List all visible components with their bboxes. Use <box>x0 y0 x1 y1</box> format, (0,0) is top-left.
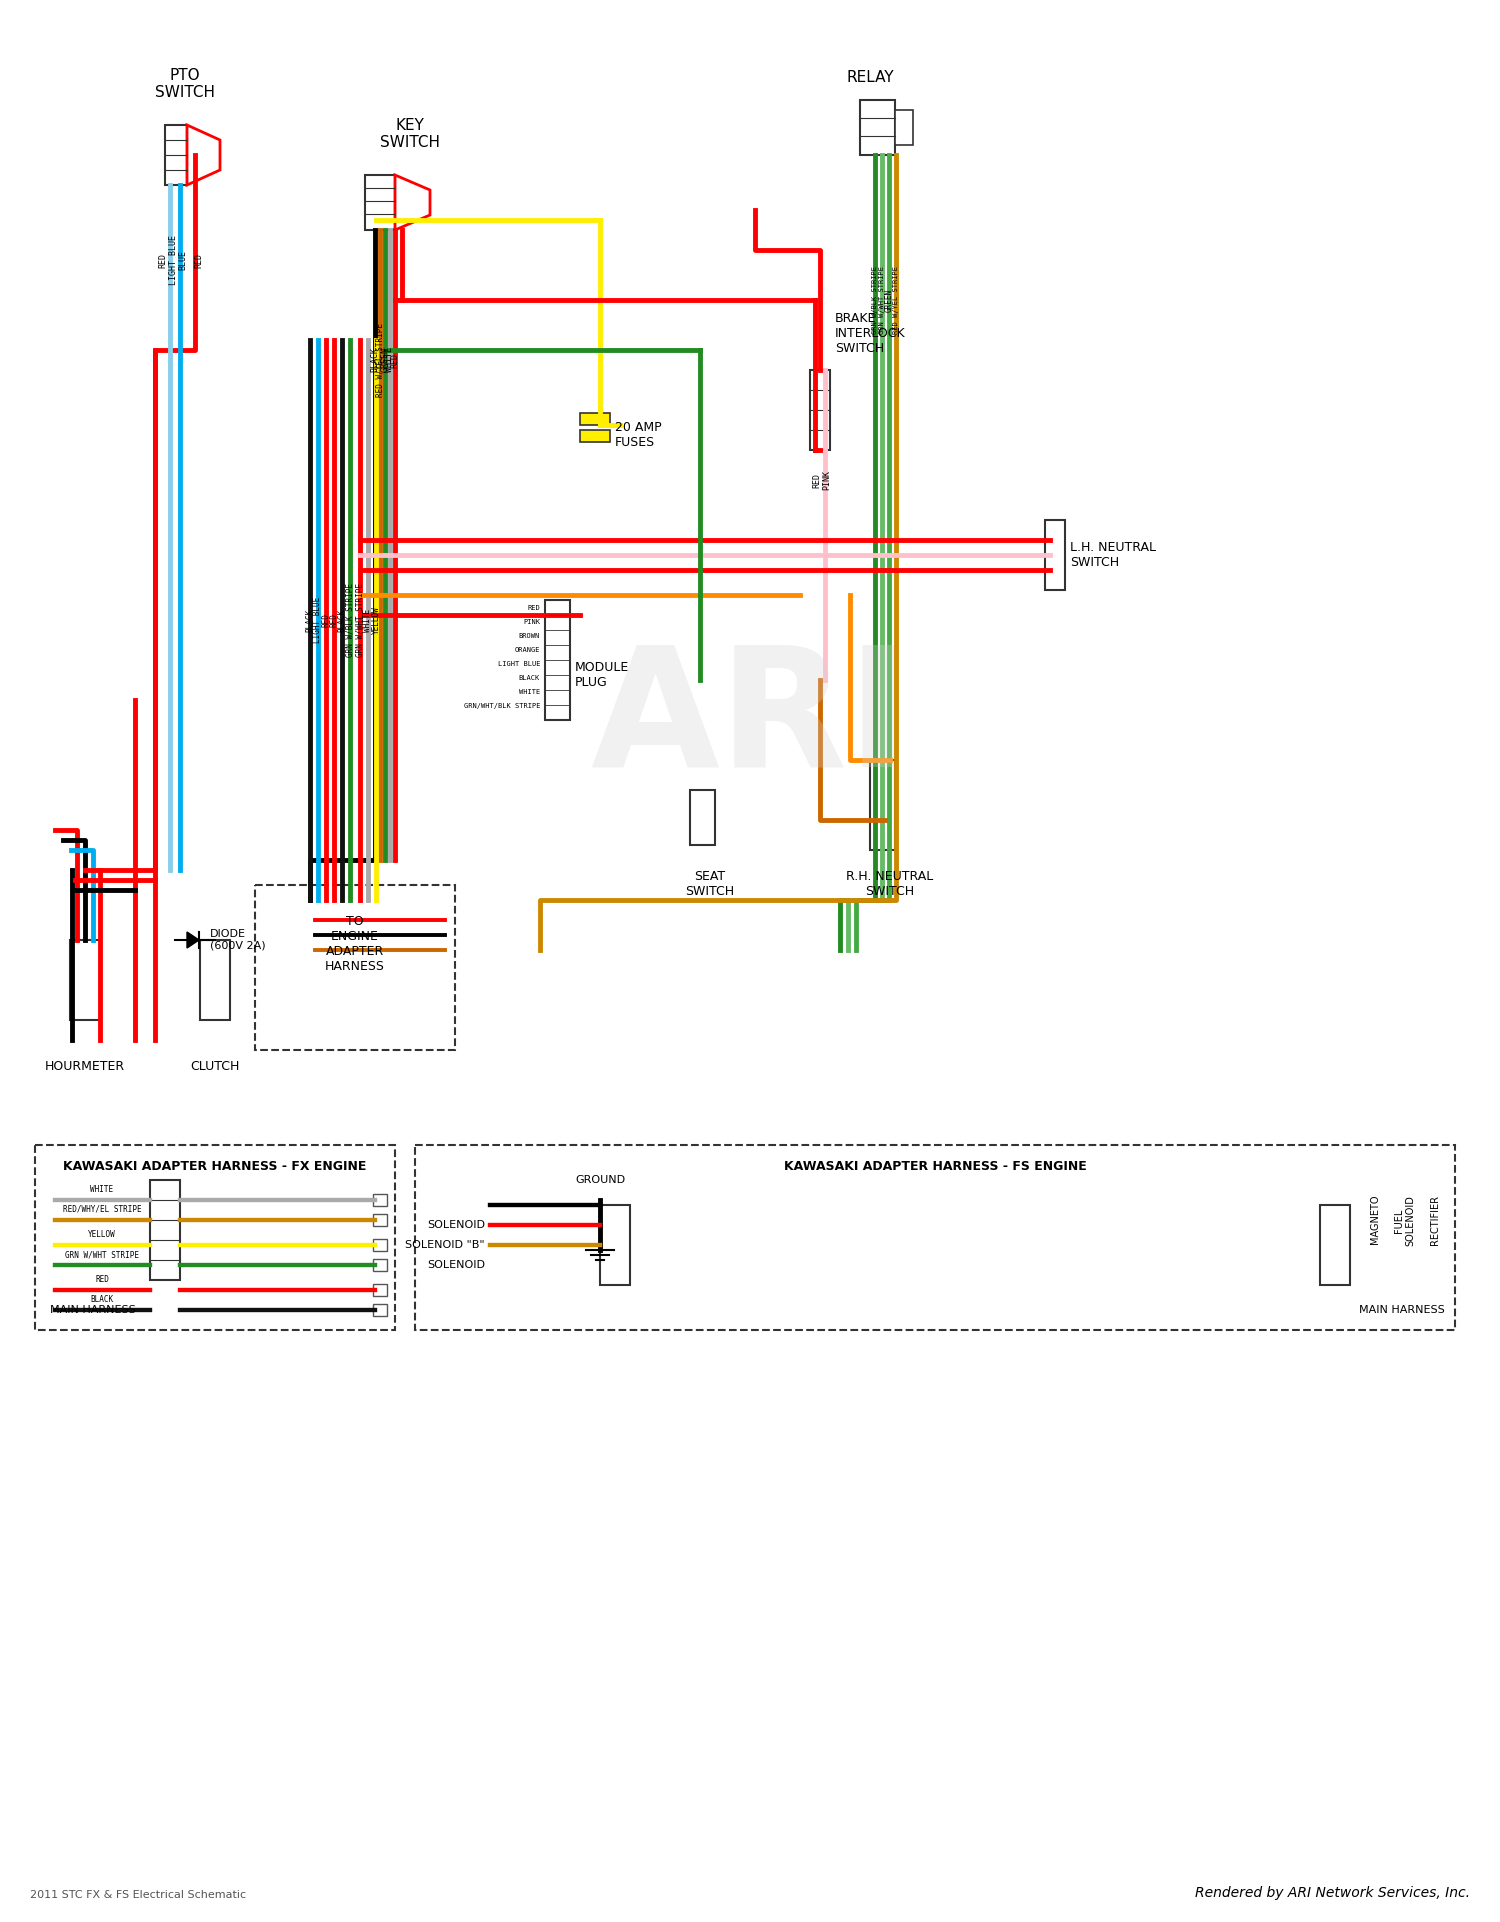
Bar <box>580 431 610 442</box>
Text: KAWASAKI ADAPTER HARNESS - FS ENGINE: KAWASAKI ADAPTER HARNESS - FS ENGINE <box>783 1161 1086 1172</box>
Text: SOLENOID "B": SOLENOID "B" <box>405 1240 484 1249</box>
Bar <box>374 1194 387 1205</box>
Bar <box>544 600 570 721</box>
Bar <box>580 413 610 425</box>
Text: RELAY: RELAY <box>846 69 894 85</box>
Text: GRN W/BLK STRIPE: GRN W/BLK STRIPE <box>345 582 354 657</box>
Bar <box>690 790 715 846</box>
Text: BLUE: BLUE <box>178 250 188 269</box>
Text: GRN W/WHT STRIPE: GRN W/WHT STRIPE <box>356 582 364 657</box>
Bar <box>374 1284 387 1295</box>
Text: YELLOW: YELLOW <box>88 1230 116 1240</box>
Bar <box>364 175 394 231</box>
Bar <box>374 1259 387 1270</box>
Text: PTO
SWITCH: PTO SWITCH <box>154 67 214 100</box>
Text: RED: RED <box>195 252 204 267</box>
Text: BLACK: BLACK <box>90 1295 114 1303</box>
Bar <box>255 884 454 1049</box>
Text: ORANGE: ORANGE <box>514 648 540 653</box>
Text: MAGNETO: MAGNETO <box>1370 1195 1380 1245</box>
Text: BROWN: BROWN <box>519 632 540 638</box>
Text: BLACK: BLACK <box>519 675 540 680</box>
Bar <box>600 1205 630 1286</box>
Bar <box>416 1146 1455 1330</box>
Text: KEY
SWITCH: KEY SWITCH <box>380 117 440 150</box>
Text: MAIN HARNESS: MAIN HARNESS <box>50 1305 135 1315</box>
Bar <box>1320 1205 1350 1286</box>
Text: RED W/YEL STRIPE: RED W/YEL STRIPE <box>892 265 898 334</box>
Text: Rendered by ARI Network Services, Inc.: Rendered by ARI Network Services, Inc. <box>1196 1885 1470 1901</box>
Text: KAWASAKI ADAPTER HARNESS - FX ENGINE: KAWASAKI ADAPTER HARNESS - FX ENGINE <box>63 1161 366 1172</box>
Text: RED: RED <box>159 252 168 267</box>
Text: LIGHT BLUE: LIGHT BLUE <box>168 234 177 284</box>
Text: CLUTCH: CLUTCH <box>190 1061 240 1072</box>
Bar <box>810 371 830 450</box>
Text: YELLOW: YELLOW <box>372 605 381 634</box>
Text: LIGHT BLUE: LIGHT BLUE <box>498 661 540 667</box>
Bar <box>374 1303 387 1317</box>
Bar <box>870 759 895 850</box>
Text: GROUND: GROUND <box>574 1174 626 1186</box>
Text: SOLENOID: SOLENOID <box>427 1261 484 1270</box>
Bar <box>374 1240 387 1251</box>
Text: TO
ENGINE
ADAPTER
HARNESS: TO ENGINE ADAPTER HARNESS <box>326 915 386 973</box>
Text: PINK: PINK <box>822 471 831 490</box>
Text: 2011 STC FX & FS Electrical Schematic: 2011 STC FX & FS Electrical Schematic <box>30 1889 246 1901</box>
Text: RED: RED <box>330 613 339 627</box>
Text: BLACK: BLACK <box>370 348 380 373</box>
Text: RED: RED <box>528 605 540 611</box>
Polygon shape <box>188 932 200 948</box>
Text: WHITE: WHITE <box>519 688 540 696</box>
Bar <box>859 100 895 156</box>
Text: SEAT
SWITCH: SEAT SWITCH <box>686 871 735 898</box>
Text: WHITE: WHITE <box>386 348 394 373</box>
Text: PINK: PINK <box>524 619 540 625</box>
Text: GRN W/WHT STRIPE: GRN W/WHT STRIPE <box>64 1249 140 1259</box>
Text: RED/WHY/EL STRIPE: RED/WHY/EL STRIPE <box>63 1205 141 1215</box>
Text: RED: RED <box>321 613 330 627</box>
Bar <box>165 125 188 185</box>
Bar <box>70 940 100 1021</box>
Bar <box>896 110 914 144</box>
Text: R.H. NEUTRAL
SWITCH: R.H. NEUTRAL SWITCH <box>846 871 933 898</box>
Text: GRN/WHT/BLK STRIPE: GRN/WHT/BLK STRIPE <box>464 703 540 709</box>
Text: GRN W/WHT STRIPE: GRN W/WHT STRIPE <box>879 265 885 334</box>
Bar <box>34 1146 394 1330</box>
Text: RED W/YEL STRIPE: RED W/YEL STRIPE <box>375 323 384 398</box>
Text: BRAKE
INTERLOCK
SWITCH: BRAKE INTERLOCK SWITCH <box>836 311 906 356</box>
Text: RECTIFIER: RECTIFIER <box>1430 1195 1440 1245</box>
Text: ARI: ARI <box>591 638 909 801</box>
Text: RED: RED <box>813 473 822 488</box>
Text: RED: RED <box>390 352 399 367</box>
Bar <box>200 940 230 1021</box>
Text: WHITE: WHITE <box>363 609 372 632</box>
Text: WHITE: WHITE <box>90 1186 114 1194</box>
Text: RED: RED <box>94 1274 110 1284</box>
Bar <box>374 1215 387 1226</box>
Text: SOLENOID: SOLENOID <box>427 1220 484 1230</box>
Text: GREEN: GREEN <box>885 288 894 311</box>
Text: HOURMETER: HOURMETER <box>45 1061 125 1072</box>
Text: BLACK: BLACK <box>306 609 315 632</box>
Text: GRN W/BLK STRIPE: GRN W/BLK STRIPE <box>871 265 877 334</box>
Bar <box>1046 521 1065 590</box>
Text: 20 AMP
FUSES: 20 AMP FUSES <box>615 421 662 450</box>
Text: DIODE
(600V 2A): DIODE (600V 2A) <box>210 928 266 951</box>
Text: MAIN HARNESS: MAIN HARNESS <box>1359 1305 1444 1315</box>
Bar <box>150 1180 180 1280</box>
Text: LIGHT BLUE: LIGHT BLUE <box>314 598 322 644</box>
Text: MODULE
PLUG: MODULE PLUG <box>574 661 630 688</box>
Text: GREEN: GREEN <box>381 348 390 373</box>
Text: L.H. NEUTRAL
SWITCH: L.H. NEUTRAL SWITCH <box>1070 540 1156 569</box>
Text: FUEL
SOLENOID: FUEL SOLENOID <box>1394 1195 1416 1245</box>
Text: BLACK: BLACK <box>338 609 346 632</box>
